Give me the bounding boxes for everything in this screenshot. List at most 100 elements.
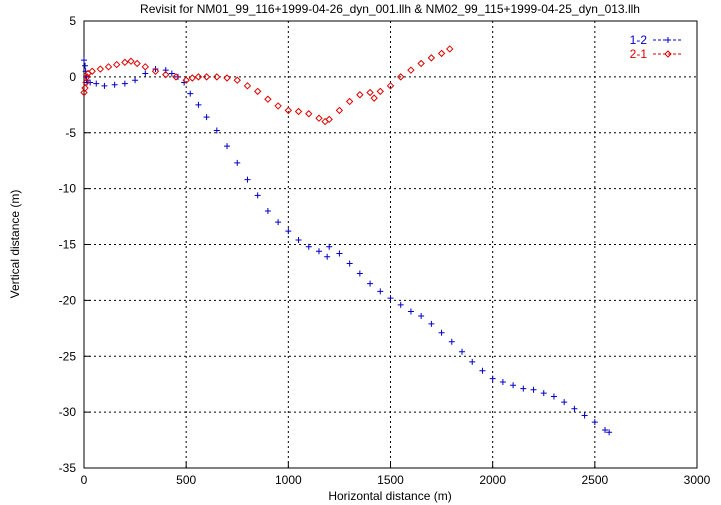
data-point bbox=[132, 77, 139, 84]
data-point bbox=[121, 80, 128, 87]
data-point bbox=[80, 88, 88, 97]
data-point bbox=[489, 375, 496, 382]
legend-marker bbox=[665, 37, 671, 43]
legend-label: 1-2 bbox=[630, 33, 648, 47]
data-point bbox=[174, 73, 181, 80]
data-point bbox=[82, 62, 89, 69]
data-point bbox=[275, 219, 282, 226]
data-point bbox=[151, 67, 160, 75]
data-point bbox=[104, 63, 113, 71]
data-point bbox=[213, 73, 221, 81]
data-point bbox=[202, 73, 211, 81]
y-axis-label: Vertical distance (m) bbox=[8, 190, 22, 299]
data-point bbox=[326, 243, 333, 250]
data-point bbox=[127, 57, 135, 65]
data-point bbox=[233, 76, 241, 84]
data-point bbox=[376, 87, 384, 96]
legend: 1-22-1 bbox=[630, 33, 683, 61]
data-point bbox=[243, 82, 252, 90]
y-tick-label: -35 bbox=[59, 461, 77, 475]
data-point bbox=[87, 79, 94, 86]
data-point bbox=[182, 76, 190, 84]
data-point bbox=[141, 63, 150, 71]
data-point bbox=[315, 114, 323, 122]
data-point bbox=[397, 301, 404, 308]
data-point bbox=[437, 49, 446, 58]
data-point bbox=[194, 73, 203, 81]
data-point bbox=[264, 95, 272, 103]
data-point bbox=[602, 427, 609, 434]
data-point bbox=[81, 84, 89, 92]
legend-marker bbox=[664, 50, 672, 58]
data-point bbox=[152, 66, 159, 73]
data-point bbox=[370, 94, 378, 102]
data-point bbox=[203, 114, 210, 121]
data-point bbox=[520, 385, 527, 392]
data-point bbox=[121, 58, 129, 67]
x-tick-label: 0 bbox=[81, 473, 88, 487]
data-point bbox=[315, 248, 322, 255]
data-point bbox=[387, 295, 394, 302]
data-point bbox=[336, 250, 343, 257]
series-1-2 bbox=[81, 57, 613, 436]
plot-frame bbox=[83, 20, 698, 469]
data-point bbox=[377, 288, 384, 295]
y-tick-label: -20 bbox=[59, 293, 77, 307]
x-tick-label: 500 bbox=[176, 473, 196, 487]
data-point bbox=[581, 412, 588, 419]
data-point bbox=[469, 358, 476, 365]
series bbox=[80, 45, 613, 436]
data-point bbox=[181, 79, 188, 86]
y-tick-label: -5 bbox=[65, 126, 76, 140]
x-axis-label: Horizontal distance (m) bbox=[328, 489, 451, 503]
data-point bbox=[367, 280, 374, 287]
x-tick-label: 2000 bbox=[479, 473, 506, 487]
data-point bbox=[285, 228, 292, 235]
data-point bbox=[244, 176, 251, 183]
data-point bbox=[499, 378, 506, 385]
data-point bbox=[446, 45, 454, 53]
y-tick-label: -25 bbox=[59, 349, 77, 363]
data-point bbox=[305, 243, 312, 250]
series-2-1 bbox=[80, 45, 454, 126]
data-point bbox=[213, 127, 220, 134]
data-point bbox=[459, 348, 466, 355]
data-point bbox=[606, 429, 613, 436]
data-point bbox=[427, 54, 436, 62]
chart-title: Revisit for NM01_99_116+1999-04-26_dyn_0… bbox=[140, 2, 640, 16]
data-point bbox=[448, 338, 455, 345]
data-point bbox=[417, 59, 425, 68]
data-point bbox=[195, 101, 202, 108]
x-tick-label: 1000 bbox=[275, 473, 302, 487]
data-point bbox=[356, 270, 363, 277]
data-point bbox=[133, 59, 141, 68]
data-point bbox=[188, 74, 197, 82]
grid bbox=[84, 21, 697, 468]
data-point bbox=[510, 382, 517, 389]
data-point bbox=[253, 87, 262, 96]
data-point bbox=[142, 70, 149, 77]
data-point bbox=[96, 65, 105, 73]
data-point bbox=[397, 73, 405, 81]
data-point bbox=[187, 90, 194, 97]
y-tick-label: -15 bbox=[59, 238, 77, 252]
data-point bbox=[224, 143, 231, 150]
data-point bbox=[550, 393, 557, 400]
data-point bbox=[264, 207, 271, 214]
y-tick-label: 5 bbox=[69, 14, 76, 28]
data-point bbox=[81, 57, 87, 64]
legend-label: 2-1 bbox=[630, 47, 648, 61]
y-tick-label: -10 bbox=[59, 182, 77, 196]
data-point bbox=[305, 110, 313, 118]
data-point bbox=[274, 102, 282, 110]
data-point bbox=[294, 107, 303, 116]
data-point bbox=[325, 115, 333, 124]
data-point bbox=[295, 237, 302, 244]
data-point bbox=[234, 159, 241, 166]
data-point bbox=[540, 390, 547, 397]
data-point bbox=[88, 67, 96, 75]
data-point bbox=[418, 313, 425, 320]
data-point bbox=[168, 70, 175, 77]
